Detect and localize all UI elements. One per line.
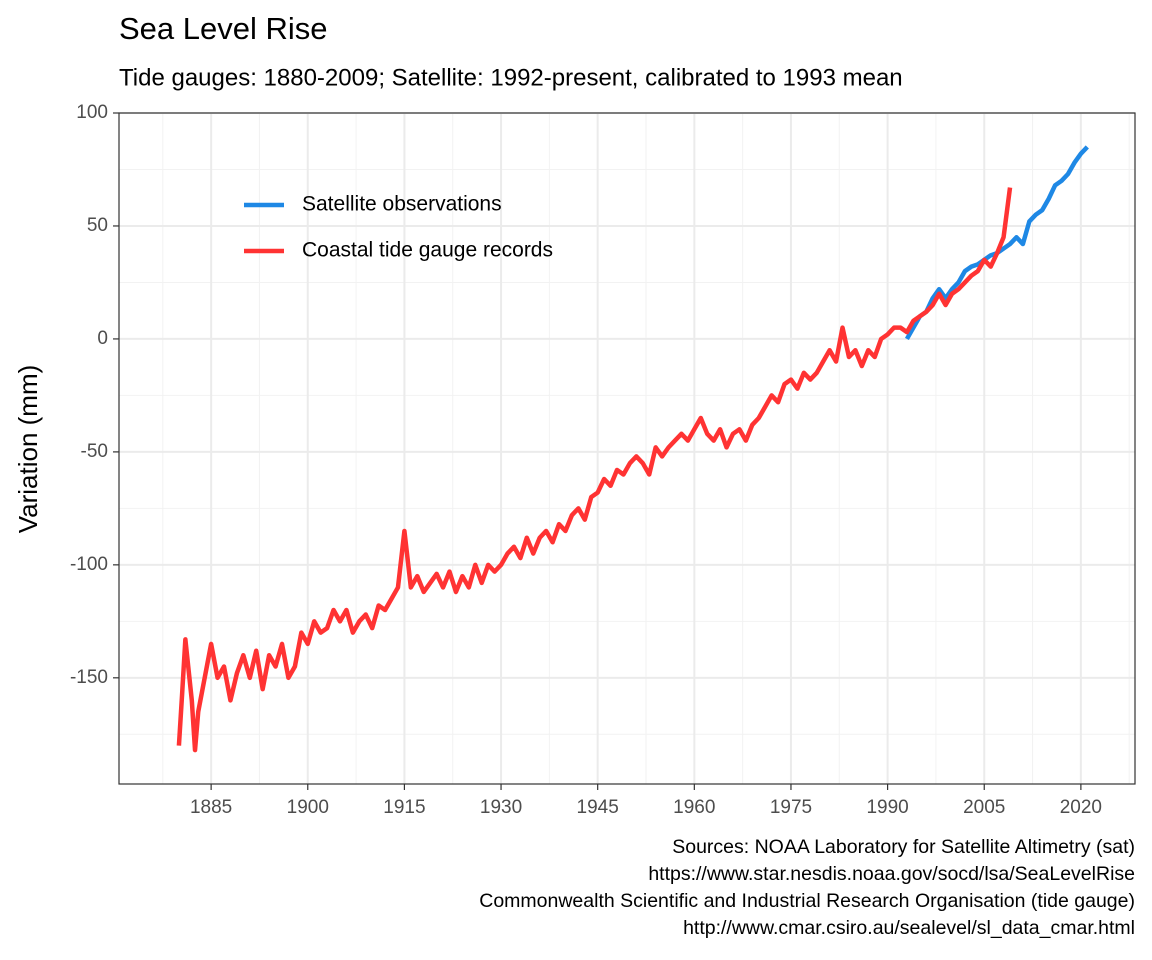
series-line: [176, 187, 1013, 753]
x-tick-label: 1960: [673, 797, 715, 818]
x-tick-label: 1990: [866, 797, 908, 818]
caption-line: https://www.star.nesdis.noaa.gov/socd/ls…: [648, 863, 1135, 885]
legend-label: Coastal tide gauge records: [302, 239, 553, 262]
plot-border: [118, 112, 1136, 785]
caption-line: http://www.cmar.csiro.au/sealevel/sl_dat…: [683, 917, 1135, 939]
chart-title: Sea Level Rise: [119, 11, 328, 46]
x-tick-label: 2020: [1060, 797, 1102, 818]
x-tick-label: 1945: [577, 797, 619, 818]
y-tick-label: 100: [76, 102, 108, 123]
y-tick-label: -50: [81, 441, 108, 462]
legend-label: Satellite observations: [302, 193, 502, 216]
x-tick-label: 1975: [770, 797, 812, 818]
caption-line: Commonwealth Scientific and Industrial R…: [479, 890, 1135, 912]
legend: Satellite observations Coastal tide gauge…: [244, 193, 553, 262]
x-tick-label: 1930: [480, 797, 522, 818]
chart-subtitle: Tide gauges: 1880-2009; Satellite: 1992-…: [119, 64, 903, 91]
y-axis-title: Variation (mm): [13, 365, 43, 534]
series-line: [904, 145, 1089, 341]
axes: 1885 1900 1915 1930 1945 1960 1975 1990 2005 2020…: [70, 102, 1102, 818]
caption-line: Sources: NOAA Laboratory for Satellite A…: [672, 836, 1135, 858]
y-tick-label: -150: [70, 667, 108, 688]
grid: [119, 112, 1135, 784]
y-tick-label: 50: [87, 215, 108, 236]
y-tick-label: -100: [70, 554, 108, 575]
x-tick-label: 2005: [963, 797, 1005, 818]
y-tick-label: 0: [97, 328, 108, 349]
caption: Sources: NOAA Laboratory for Satellite A…: [479, 836, 1135, 939]
x-tick-label: 1885: [190, 797, 232, 818]
x-tick-label: 1900: [287, 797, 329, 818]
x-tick-label: 1915: [383, 797, 425, 818]
plot-lines: [176, 145, 1089, 753]
